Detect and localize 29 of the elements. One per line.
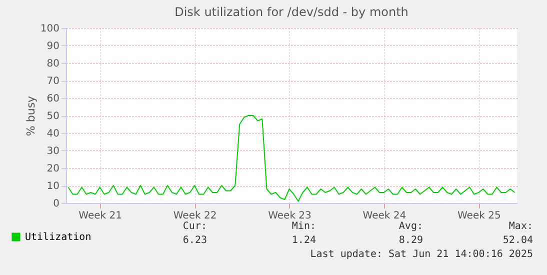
text: Last update: Sat Jun 21 14:00:16 2025	[310, 249, 533, 260]
x-tick-label: Week 24	[362, 210, 406, 222]
legend-label: Utilization	[25, 232, 92, 243]
y-tick-label: 30	[46, 146, 60, 157]
text: Cur:	[182, 221, 207, 232]
x-tick-label: Week 25	[458, 210, 501, 222]
x-tick-label: Week 22	[173, 210, 217, 222]
y-tick-label: 10	[46, 181, 60, 192]
y-tick-label: 90	[46, 41, 60, 52]
text: 6.23	[182, 235, 207, 246]
y-tick-label: 20	[46, 164, 60, 174]
text: 8.29	[398, 235, 423, 246]
y-axis-title: % busy	[24, 95, 38, 136]
y-tick-label: 100	[40, 24, 60, 34]
y-tick-label: 80	[46, 58, 60, 70]
y-tick-label: 40	[46, 128, 60, 140]
chart-title: Disk utilization for /dev/sdd - by month	[174, 5, 408, 19]
x-tick-label: Week 23	[268, 210, 312, 222]
y-tick-label: 0	[53, 198, 60, 210]
text: 1.24	[292, 235, 316, 246]
y-tick-label: 60	[46, 94, 60, 104]
text: Min:	[292, 221, 316, 232]
text: Avg:	[398, 221, 423, 232]
text: Max:	[508, 221, 533, 232]
y-tick-label: 70	[46, 76, 60, 87]
line-series	[68, 115, 516, 202]
text: 52.04	[502, 235, 533, 246]
y-tick-label: 50	[46, 111, 60, 122]
x-tick-label: Week 21	[78, 210, 122, 222]
